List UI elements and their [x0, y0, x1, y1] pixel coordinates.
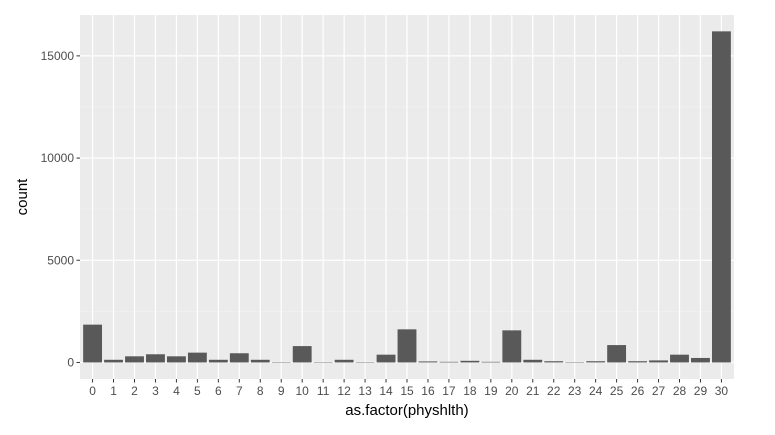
- bar-0: [83, 324, 103, 363]
- x-tick-label: 12: [337, 384, 351, 398]
- bar-21: [523, 359, 543, 363]
- x-tick-label: 3: [152, 384, 159, 398]
- x-tick-label: 18: [463, 384, 477, 398]
- major-gridlines: [80, 15, 734, 379]
- bar-6: [208, 359, 228, 363]
- bar-30: [711, 31, 731, 363]
- x-tick-label: 1: [110, 384, 117, 398]
- bar-4: [166, 356, 186, 363]
- x-tick-label: 24: [589, 384, 603, 398]
- x-tick-label: 25: [610, 384, 624, 398]
- y-tick-label: 5000: [47, 253, 74, 267]
- bar-18: [460, 360, 480, 363]
- bar-1: [104, 359, 123, 363]
- x-tick-label: 21: [526, 384, 540, 398]
- x-tick-label: 29: [694, 384, 708, 398]
- bar-12: [334, 359, 354, 363]
- y-axis-title: count: [14, 178, 31, 216]
- x-tick-label: 6: [215, 384, 222, 398]
- x-tick-label: 2: [131, 384, 138, 398]
- bar-7: [229, 353, 249, 363]
- x-tick-label: 13: [358, 384, 372, 398]
- y-tick-label: 0: [67, 355, 74, 369]
- x-tick-label: 16: [421, 384, 435, 398]
- x-tick-label: 4: [173, 384, 180, 398]
- x-tick-label: 7: [236, 384, 243, 398]
- y-axis: 0 5000 10000 15000: [41, 49, 80, 369]
- bar-27: [649, 360, 668, 363]
- x-tick-label: 14: [379, 384, 393, 398]
- x-tick-label: 5: [194, 384, 201, 398]
- bar-10: [292, 346, 312, 363]
- x-tick-label: 30: [715, 384, 729, 398]
- bars: [83, 31, 731, 363]
- bar-25: [607, 345, 627, 363]
- x-axis: 0 1 2 3 4 5 6 7 8 9 10 11 12 13 14 15 16 17 18 19 20 21 22 23 24…: [89, 379, 728, 398]
- x-tick-label: 0: [89, 384, 96, 398]
- bar-8: [250, 359, 270, 363]
- bar-14: [376, 354, 396, 363]
- bar-15: [397, 329, 417, 363]
- x-tick-label: 10: [296, 384, 310, 398]
- bar-16: [418, 361, 438, 363]
- x-tick-label: 15: [400, 384, 414, 398]
- x-axis-title: as.factor(physhlth): [345, 402, 468, 419]
- y-tick-label: 15000: [41, 49, 75, 63]
- x-tick-label: 17: [442, 384, 456, 398]
- x-tick-label: 28: [673, 384, 687, 398]
- bar-26: [628, 361, 648, 363]
- bar-2: [125, 356, 144, 363]
- bar-19: [481, 361, 501, 363]
- bar-17: [439, 361, 459, 363]
- x-tick-label: 23: [568, 384, 582, 398]
- x-tick-label: 11: [317, 384, 330, 398]
- bar-22: [544, 361, 564, 363]
- bar-24: [586, 361, 606, 363]
- bar-5: [187, 352, 207, 363]
- x-tick-label: 20: [505, 384, 519, 398]
- x-tick-label: 22: [547, 384, 561, 398]
- bar-28: [670, 354, 689, 363]
- bar-29: [691, 357, 710, 363]
- bar-20: [502, 330, 522, 363]
- x-tick-label: 8: [257, 384, 264, 398]
- x-tick-label: 26: [631, 384, 645, 398]
- x-tick-label: 19: [484, 384, 498, 398]
- x-tick-label: 9: [278, 384, 285, 398]
- x-tick-label: 27: [652, 384, 666, 398]
- bar-3: [146, 354, 165, 363]
- y-tick-label: 10000: [41, 151, 75, 165]
